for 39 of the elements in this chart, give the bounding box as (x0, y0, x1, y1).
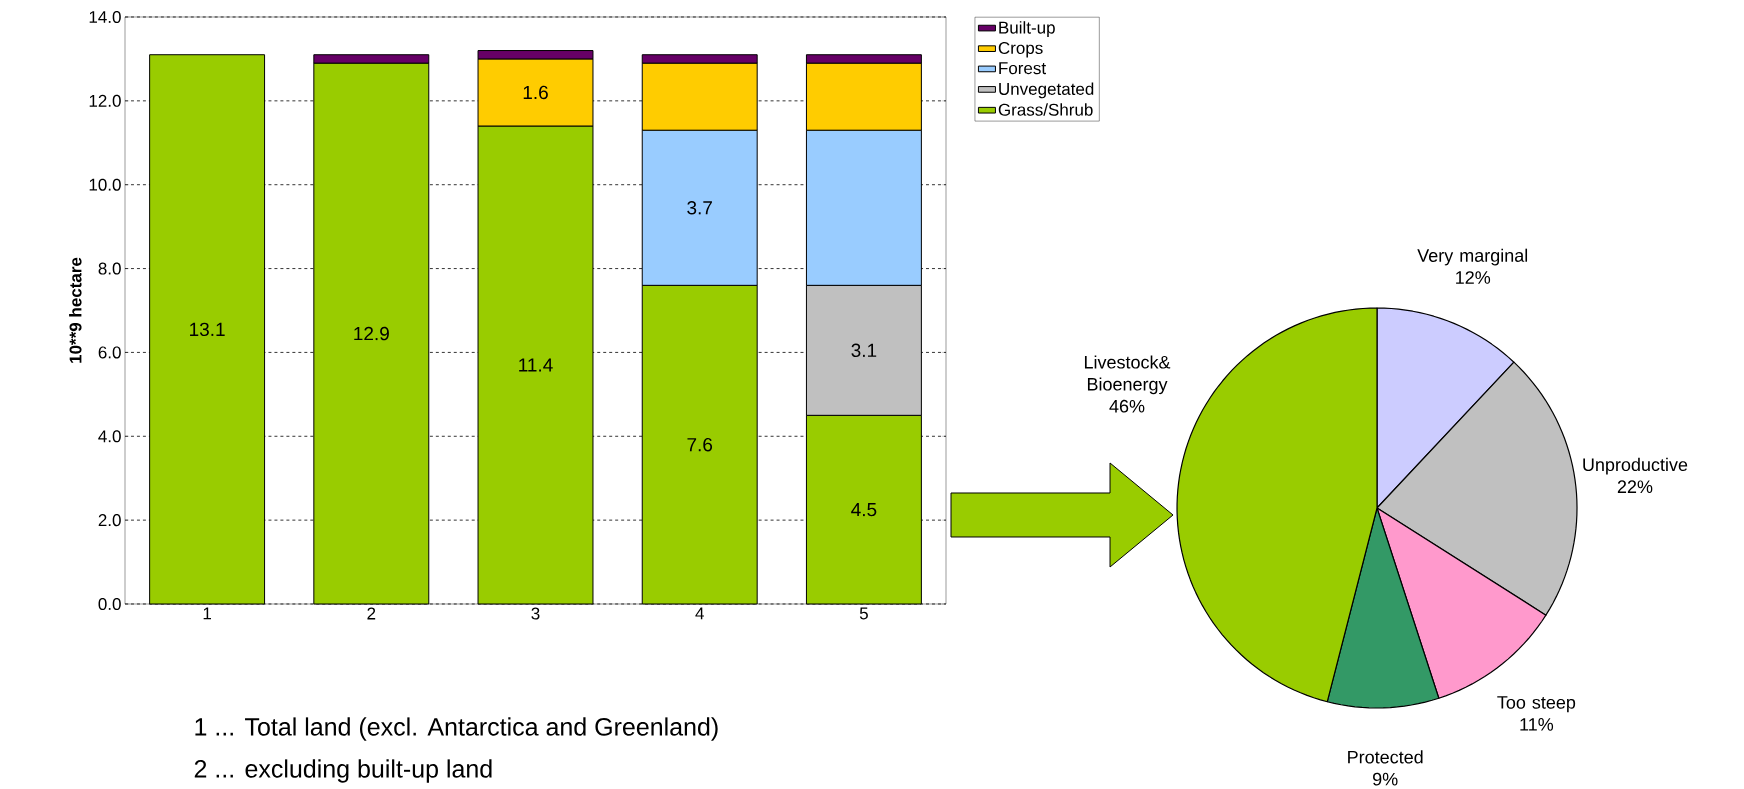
x-tick-label: 5 (859, 607, 868, 620)
y-tick-label: 0.0 (98, 597, 121, 611)
slice-label: Livestock& Bioenergy (1084, 355, 1171, 395)
slice-label: Protected (1348, 750, 1423, 764)
data-label: 13.1 (190, 322, 225, 337)
legend-label: Crops (998, 41, 1043, 58)
data-label: 11% (1520, 718, 1554, 731)
data-label: 12.9 (354, 326, 389, 341)
y-tick-label: 14.0 (89, 10, 121, 24)
legend-label: Grass/Shrub (998, 103, 1093, 116)
y-axis-title: 10**9 hectare (69, 257, 82, 363)
data-label: 7.6 (687, 437, 713, 452)
data-label: 46% (1109, 399, 1145, 413)
y-tick-label: 2.0 (98, 514, 121, 527)
legend-label: Built-up (999, 21, 1055, 38)
x-tick-label: 3 (531, 607, 540, 620)
legend-label: Unvegetated (999, 82, 1094, 99)
data-label: 22% (1617, 480, 1653, 493)
data-label: 3.7 (687, 201, 712, 215)
x-tick-label: 4 (695, 607, 704, 620)
x-tick-label: 2 (367, 607, 376, 620)
data-label: 1.6 (523, 85, 548, 100)
data-label: 11.4 (519, 358, 553, 372)
legend-label: Forest (999, 62, 1046, 75)
text: 2 ... excluding built-up land (194, 759, 492, 783)
data-label: 3.1 (851, 343, 877, 358)
x-tick-label: 1 (203, 607, 211, 620)
slice-label: Very marginal (1417, 248, 1528, 266)
text: 1 ... Total land (excl. Antarctica and Greenland) (195, 717, 718, 741)
y-tick-label: 8.0 (98, 262, 121, 275)
y-tick-label: 12.0 (89, 94, 121, 107)
data-label: 12% (1456, 271, 1491, 284)
y-tick-label: 6.0 (98, 346, 121, 359)
data-label: 4.5 (851, 503, 877, 517)
data-label: 9% (1373, 772, 1398, 786)
y-tick-label: 10.0 (89, 178, 121, 191)
slice-label: Unproductive (1583, 457, 1688, 475)
slice-label: Too steep (1497, 696, 1576, 713)
y-tick-label: 4.0 (98, 430, 121, 443)
